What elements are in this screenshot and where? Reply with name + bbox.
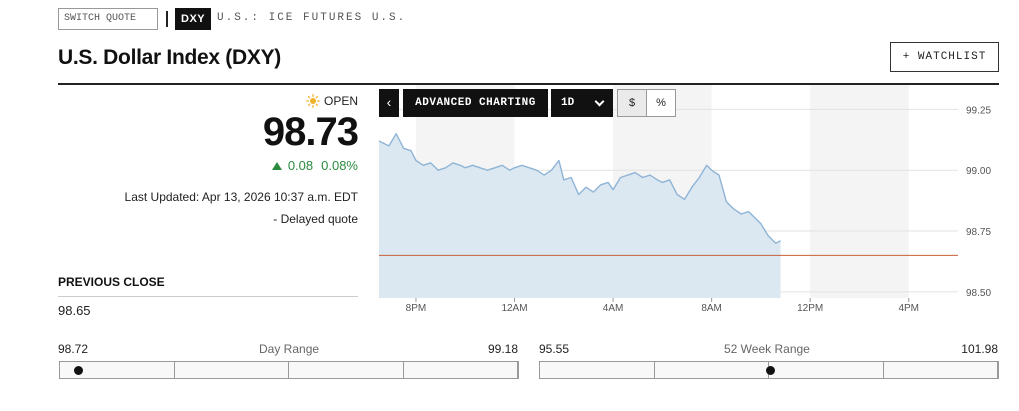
delayed-quote-note: - Delayed quote: [273, 212, 358, 226]
ticker-badge: DXY: [175, 8, 212, 30]
week52-range-title: 52 Week Range: [724, 342, 810, 356]
advanced-charting-button[interactable]: ADVANCED CHARTING: [403, 89, 548, 117]
sun-icon: [306, 94, 320, 108]
chart-x-tick-label: 8PM: [406, 303, 427, 314]
week52-range-low: 95.55: [539, 342, 570, 356]
day-range-marker: [73, 366, 83, 375]
chart-x-tick-label: 12AM: [501, 303, 527, 314]
chart-x-tick-label: 8AM: [701, 303, 722, 314]
up-arrow-icon: [271, 161, 282, 170]
chart-y-tick-label: 98.50: [966, 288, 991, 299]
chevron-left-icon: ‹: [386, 94, 392, 110]
exchange-label: U.S.: ICE FUTURES U.S.: [217, 12, 407, 24]
chart-y-tick-label: 99.00: [966, 166, 991, 177]
price-change: 0.08 0.08%: [271, 158, 358, 173]
chart-back-button[interactable]: ‹: [379, 89, 399, 117]
dollar-toggle[interactable]: $: [617, 89, 647, 117]
chart-x-tick-label: 4PM: [898, 303, 919, 314]
page-title: U.S. Dollar Index (DXY): [58, 46, 281, 69]
previous-close-divider: [58, 296, 358, 297]
previous-close-label: PREVIOUS CLOSE: [58, 275, 165, 289]
previous-close-value: 98.65: [58, 303, 91, 318]
day-range-bar: [59, 361, 519, 379]
change-percent: 0.08%: [321, 158, 358, 173]
last-updated: Last Updated: Apr 13, 2026 10:37 a.m. ED…: [124, 190, 358, 204]
week52-range-marker: [765, 366, 775, 375]
add-to-watchlist-button[interactable]: + WATCHLIST: [890, 42, 999, 72]
chart-x-tick-label: 12PM: [797, 303, 823, 314]
day-range-title: Day Range: [259, 342, 320, 356]
market-status-label: OPEN: [323, 94, 358, 108]
day-range-high: 99.18: [487, 342, 518, 356]
day-range-low: 98.72: [58, 342, 89, 356]
market-status: OPEN: [306, 94, 358, 108]
week52-range-bar: [539, 361, 999, 379]
chart-time-band: [810, 85, 909, 298]
chart-y-tick-label: 98.75: [966, 227, 991, 238]
change-value: 0.08: [287, 158, 314, 173]
chevron-down-icon: [594, 96, 605, 107]
chart-x-tick-label: 4AM: [603, 303, 624, 314]
header-divider: [166, 11, 168, 27]
period-select[interactable]: 1D: [551, 89, 613, 117]
percent-toggle[interactable]: %: [647, 89, 676, 117]
week52-range-high: 101.98: [961, 342, 998, 356]
header-rule: [58, 83, 999, 85]
last-price: 98.73: [262, 110, 359, 154]
chart-y-tick-label: 99.25: [966, 105, 991, 116]
switch-quote-input[interactable]: SWITCH QUOTE: [58, 8, 158, 30]
period-select-label: 1D: [561, 97, 575, 109]
chart-area-fill: [379, 133, 781, 298]
chart-series-line: [378, 133, 781, 244]
